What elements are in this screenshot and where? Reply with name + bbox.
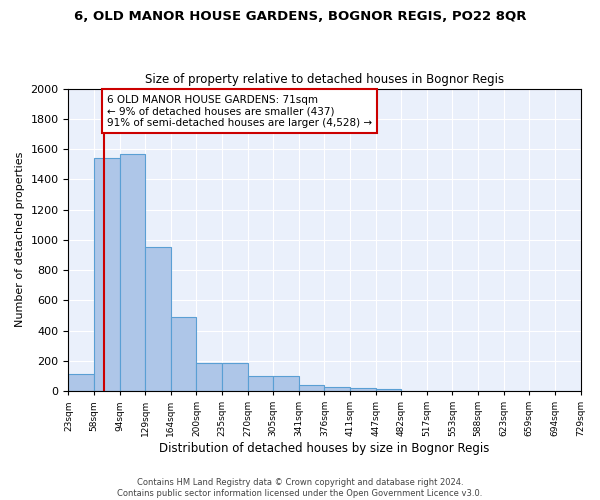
Bar — [119, 154, 145, 391]
Title: Size of property relative to detached houses in Bognor Regis: Size of property relative to detached ho… — [145, 73, 504, 86]
Y-axis label: Number of detached properties: Number of detached properties — [15, 152, 25, 328]
Bar — [325, 386, 350, 391]
Bar — [94, 158, 119, 391]
Bar — [68, 374, 94, 391]
X-axis label: Distribution of detached houses by size in Bognor Regis: Distribution of detached houses by size … — [159, 442, 490, 455]
Bar — [196, 363, 222, 391]
Bar — [222, 363, 248, 391]
Bar — [299, 385, 325, 391]
Bar — [171, 317, 196, 391]
Bar — [376, 389, 401, 391]
Text: Contains HM Land Registry data © Crown copyright and database right 2024.
Contai: Contains HM Land Registry data © Crown c… — [118, 478, 482, 498]
Bar — [145, 248, 171, 391]
Bar — [248, 376, 273, 391]
Bar — [273, 376, 299, 391]
Text: 6 OLD MANOR HOUSE GARDENS: 71sqm
← 9% of detached houses are smaller (437)
91% o: 6 OLD MANOR HOUSE GARDENS: 71sqm ← 9% of… — [107, 94, 372, 128]
Text: 6, OLD MANOR HOUSE GARDENS, BOGNOR REGIS, PO22 8QR: 6, OLD MANOR HOUSE GARDENS, BOGNOR REGIS… — [74, 10, 526, 23]
Bar — [350, 388, 376, 391]
